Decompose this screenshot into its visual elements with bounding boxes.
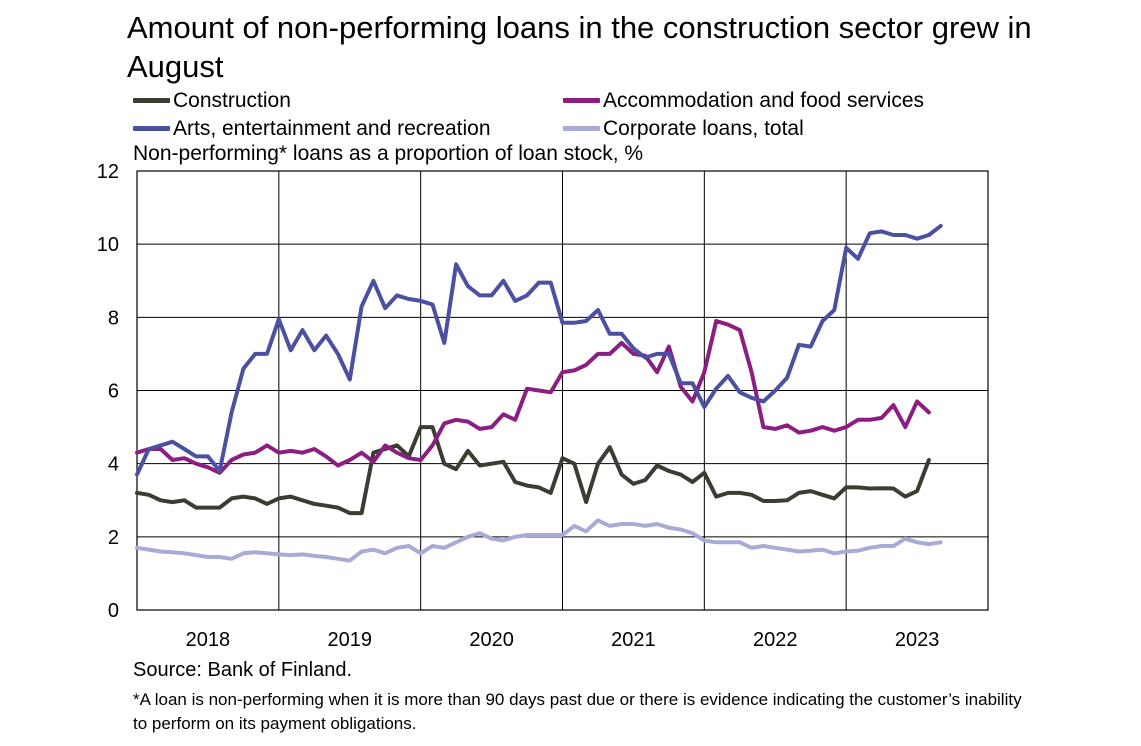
y-tick-label: 4 [108, 454, 119, 476]
plot-frame [136, 170, 989, 611]
x-tick-label: 2022 [753, 629, 798, 651]
legend-label-arts: Arts, entertainment and recreation [173, 117, 491, 140]
legend-swatch-construction [133, 98, 170, 103]
series-line-corporate [135, 518, 943, 563]
y-tick-label: 8 [108, 307, 119, 329]
y-tick-label: 6 [108, 381, 119, 403]
legend-label-corporate: Corporate loans, total [603, 117, 804, 140]
chart-title: Amount of non-performing loans in the co… [127, 10, 1032, 84]
x-tick-label: 2020 [469, 629, 514, 651]
x-tick-label: 2019 [328, 629, 373, 651]
legend-item-construction: Construction [133, 88, 291, 113]
legend-swatch-accommodation [563, 98, 600, 103]
series-line-accommodation [135, 319, 931, 475]
legend-swatch-arts [133, 126, 170, 131]
x-tick-label: 2018 [186, 629, 231, 651]
legend-label-construction: Construction [173, 89, 291, 112]
footnote: *A loan is non-performing when it is mor… [133, 690, 1022, 733]
y-tick-label: 2 [108, 527, 119, 549]
source-note: Source: Bank of Finland. [133, 659, 353, 681]
y-unit-label: Non-performing* loans as a proportion of… [133, 142, 644, 165]
legend-item-corporate: Corporate loans, total [563, 116, 804, 141]
y-tick-label: 0 [108, 600, 119, 622]
legend-item-accommodation: Accommodation and food services [563, 88, 924, 113]
legend-swatch-corporate [563, 126, 600, 131]
legend-label-accommodation: Accommodation and food services [603, 89, 924, 112]
series-line-construction [135, 425, 931, 516]
legend-item-arts: Arts, entertainment and recreation [133, 116, 491, 141]
x-tick-label: 2021 [611, 629, 656, 651]
chart-legend: Construction Accommodation and food serv… [133, 88, 1033, 144]
y-tick-label: 10 [97, 234, 119, 256]
x-tick-label: 2023 [895, 629, 940, 651]
y-tick-label: 12 [97, 161, 119, 183]
series-line-arts [135, 223, 943, 477]
